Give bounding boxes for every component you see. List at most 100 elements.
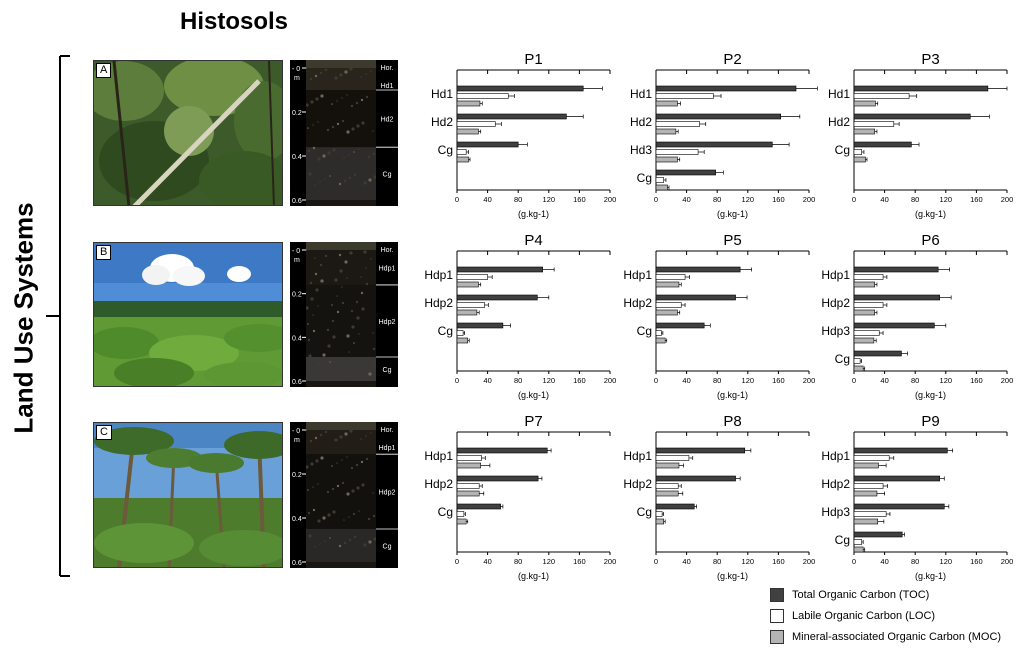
- panel-tag-b: B: [96, 245, 112, 260]
- chart-title: P9: [921, 413, 939, 430]
- depth-unit: m: [294, 75, 300, 82]
- category-label: Hd3: [630, 143, 652, 157]
- bar-toc: [655, 141, 773, 148]
- category-label: Hdp2: [821, 477, 850, 491]
- chart-p4: P4 0 40 80 120 160 200 (g.kg-1) Hdp1 Hdp2 Cg: [424, 232, 616, 400]
- depth-tick-label: 0.6: [292, 198, 302, 205]
- bar-toc: [655, 475, 736, 482]
- bar-moc: [456, 100, 481, 107]
- x-tick-label: 80: [514, 195, 522, 204]
- x-tick-label: 160: [772, 195, 785, 204]
- bar-loc: [655, 455, 690, 461]
- category-label: Hdp3: [821, 505, 850, 519]
- soil-profile-b: - 0 0.2 0.4 0.6 m Hor. Hdp1 Hdp2 Cg: [290, 242, 398, 387]
- bar-toc: [456, 475, 539, 482]
- chart-title: P7: [524, 413, 542, 430]
- panel-tag-a: A: [96, 63, 112, 78]
- bar-moc: [655, 128, 677, 135]
- bar-moc: [853, 309, 875, 316]
- bar-moc: [853, 462, 879, 469]
- category-label: Cg: [637, 505, 652, 519]
- panel-tag-c: C: [96, 425, 112, 440]
- bar-moc: [655, 156, 678, 163]
- bar-toc: [456, 503, 501, 510]
- horizon-label: Hdp2: [379, 490, 396, 497]
- bar-moc: [655, 462, 680, 469]
- bar-toc: [456, 266, 543, 273]
- legend-label: Total Organic Carbon (TOC): [792, 589, 930, 601]
- bar-moc: [655, 337, 666, 344]
- category-label: Cg: [438, 505, 453, 519]
- x-tick-label: 200: [604, 195, 617, 204]
- depth-tick-label: 0.2: [292, 110, 302, 117]
- chart-p3: P3 0 40 80 120 160 200 (g.kg-1) Hd1 Hd2 Cg: [828, 51, 1013, 219]
- x-tick-label: 160: [772, 376, 785, 385]
- x-tick-label: 80: [911, 376, 919, 385]
- depth-tick-label: 0.4: [292, 516, 302, 523]
- x-axis-label: (g.kg-1): [717, 571, 748, 581]
- x-tick-label: 40: [483, 195, 491, 204]
- bar-moc: [456, 490, 480, 497]
- x-tick-label: 160: [970, 195, 983, 204]
- bar-toc: [456, 85, 584, 92]
- x-tick-label: 200: [1001, 376, 1014, 385]
- bar-moc: [655, 518, 664, 525]
- bar-loc: [853, 302, 884, 308]
- x-tick-label: 40: [880, 557, 888, 566]
- bar-toc: [853, 322, 935, 329]
- x-tick-label: 0: [654, 195, 658, 204]
- category-label: Cg: [835, 533, 850, 547]
- x-tick-label: 160: [970, 557, 983, 566]
- chart-p9: P9 0 40 80 120 160 200 (g.kg-1) Hdp1 Hdp2 Hdp3 Cg: [821, 413, 1013, 581]
- x-tick-label: 120: [940, 376, 953, 385]
- bar-toc: [853, 85, 989, 92]
- horizon-label: Cg: [383, 367, 392, 374]
- x-tick-label: 200: [1001, 557, 1014, 566]
- x-tick-label: 160: [573, 557, 586, 566]
- category-label: Hd2: [431, 115, 453, 129]
- legend-item-toc: Total Organic Carbon (TOC): [770, 588, 929, 602]
- bar-toc: [655, 113, 781, 120]
- x-tick-label: 40: [682, 376, 690, 385]
- depth-tick-label: 0.2: [292, 292, 302, 299]
- x-axis-label: (g.kg-1): [717, 390, 748, 400]
- bar-moc: [456, 128, 479, 135]
- bar-loc: [853, 274, 884, 280]
- x-tick-label: 200: [803, 557, 816, 566]
- bar-loc: [456, 455, 482, 461]
- x-tick-label: 200: [604, 376, 617, 385]
- bar-loc: [853, 358, 861, 364]
- bar-loc: [853, 330, 880, 336]
- bar-toc: [456, 141, 519, 148]
- bar-toc: [655, 294, 736, 301]
- category-label: Hdp2: [424, 477, 453, 491]
- x-axis-label: (g.kg-1): [717, 209, 748, 219]
- bar-moc: [853, 281, 875, 288]
- x-tick-label: 0: [455, 376, 459, 385]
- x-tick-label: 40: [682, 195, 690, 204]
- chart-p5: P5 0 40 80 120 160 200 (g.kg-1) Hdp1 Hdp2 Cg: [623, 232, 815, 400]
- horizon-header: Hor.: [381, 65, 394, 72]
- x-tick-label: 80: [514, 557, 522, 566]
- bar-toc: [853, 266, 939, 273]
- field-scene-image: [94, 243, 282, 386]
- depth-tick-label: - 0: [292, 248, 300, 255]
- bar-loc: [655, 511, 663, 517]
- x-tick-label: 120: [742, 557, 755, 566]
- bar-loc: [853, 483, 884, 489]
- bar-toc: [853, 141, 912, 148]
- bar-moc: [655, 100, 678, 107]
- photo-palm-plantation: C: [93, 422, 283, 568]
- x-axis-label: (g.kg-1): [915, 390, 946, 400]
- category-label: Hdp2: [821, 296, 850, 310]
- category-label: Hd1: [630, 87, 652, 101]
- category-label: Hdp1: [424, 449, 453, 463]
- depth-tick-label: 0.4: [292, 335, 302, 342]
- category-label: Hd2: [630, 115, 652, 129]
- bar-moc: [456, 462, 482, 469]
- chart-p8: P8 0 40 80 120 160 200 (g.kg-1) Hdp1 Hdp2 Cg: [623, 413, 815, 581]
- horizon-label: Hdp1: [379, 445, 396, 452]
- x-tick-label: 80: [713, 376, 721, 385]
- bar-toc: [655, 85, 797, 92]
- bar-moc: [655, 490, 679, 497]
